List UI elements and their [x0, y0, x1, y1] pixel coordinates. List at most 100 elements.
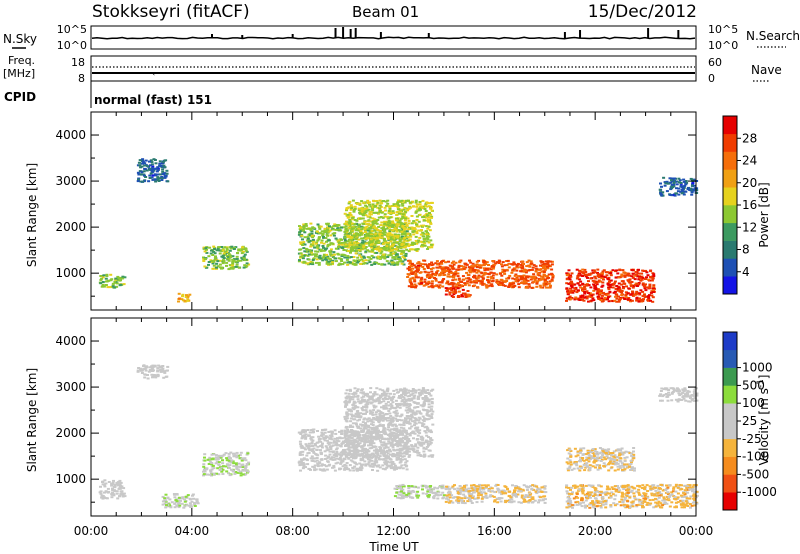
- echo-cell: [166, 365, 170, 368]
- echo-cell: [312, 447, 316, 450]
- echo-cell: [173, 496, 177, 499]
- echo-cell: [623, 274, 627, 277]
- echo-cell: [331, 444, 335, 447]
- echo-cell: [423, 278, 427, 281]
- echo-cell: [677, 193, 681, 196]
- echo-cell: [430, 215, 434, 218]
- echo-cell: [407, 199, 410, 202]
- echo-cell: [218, 259, 222, 262]
- echo-cell: [413, 286, 417, 289]
- echo-cell: [453, 290, 457, 292]
- echo-cell: [322, 236, 326, 239]
- echo-cell: [304, 437, 308, 440]
- echo-cell: [112, 493, 116, 496]
- echo-cell: [407, 226, 411, 229]
- echo-cell: [111, 489, 115, 492]
- echo-cell: [406, 395, 410, 398]
- echo-cell: [388, 457, 391, 460]
- echo-cell: [151, 167, 155, 169]
- echo-cell: [361, 239, 365, 242]
- echo-cell: [486, 272, 490, 275]
- echo-cell: [237, 266, 241, 269]
- echo-cell: [480, 275, 484, 278]
- echo-cell: [513, 268, 517, 271]
- echo-cell: [483, 269, 487, 272]
- echo-cell: [323, 436, 327, 439]
- echo-cell: [396, 258, 400, 260]
- echo-cell: [311, 259, 315, 261]
- echo-cell: [144, 168, 148, 171]
- echo-cell: [421, 438, 425, 441]
- echo-cell: [301, 429, 305, 432]
- echo-cell: [600, 275, 604, 278]
- echo-cell: [161, 369, 165, 372]
- echo-cell: [322, 253, 326, 256]
- echo-cell: [343, 241, 347, 244]
- echo-cell: [349, 208, 353, 211]
- echo-cell: [356, 434, 360, 437]
- echo-cell: [360, 241, 364, 244]
- echo-cell: [605, 274, 609, 277]
- echo-cell: [476, 276, 480, 279]
- echo-cell: [543, 262, 546, 265]
- echo-cell: [461, 292, 465, 295]
- echo-cell: [316, 246, 319, 249]
- echo-cell: [419, 229, 423, 232]
- echo-cell: [645, 286, 649, 289]
- echo-cell: [427, 280, 431, 283]
- echo-cell: [321, 256, 325, 259]
- echo-cell: [236, 259, 240, 262]
- echo-cell: [587, 295, 591, 298]
- echo-cell: [534, 276, 538, 279]
- echo-cell: [401, 429, 405, 432]
- echo-cell: [204, 247, 208, 250]
- echo-cell: [408, 234, 412, 237]
- echo-cell: [370, 229, 374, 232]
- echo-cell: [225, 261, 229, 264]
- echo-cell: [236, 454, 240, 457]
- echo-cell: [565, 282, 569, 285]
- echo-cell: [361, 421, 365, 424]
- echo-cell: [372, 431, 376, 433]
- echo-cell: [188, 497, 192, 500]
- echo-cell: [649, 299, 652, 302]
- echo-cell: [241, 250, 245, 253]
- echo-cell: [219, 456, 223, 459]
- echo-cell: [331, 261, 335, 264]
- echo-cell: [383, 427, 387, 430]
- echo-cell: [233, 472, 237, 475]
- echo-cell: [381, 216, 385, 219]
- echo-cell: [170, 501, 174, 504]
- echo-cell: [375, 261, 379, 264]
- echo-cell: [381, 417, 385, 420]
- echo-cell: [325, 240, 328, 243]
- echo-cell: [505, 268, 509, 271]
- echo-cell: [489, 268, 493, 271]
- echo-cell: [177, 506, 181, 509]
- echo-cell: [457, 264, 461, 267]
- echo-cell: [426, 233, 430, 236]
- echo-cell: [150, 161, 154, 164]
- echo-cell: [693, 184, 697, 187]
- echo-cell: [421, 225, 424, 228]
- echo-cell: [313, 464, 317, 467]
- echo-cell: [360, 258, 364, 261]
- echo-cell: [318, 236, 321, 239]
- echo-cell: [360, 237, 364, 240]
- echo-cell: [462, 265, 466, 268]
- echo-cell: [366, 199, 370, 202]
- echo-cell: [476, 266, 479, 269]
- echo-cell: [348, 232, 352, 234]
- echo-cell: [413, 243, 416, 245]
- echo-cell: [415, 250, 419, 252]
- echo-cell: [407, 391, 411, 394]
- echo-cell: [374, 461, 378, 464]
- echo-cell: [307, 452, 311, 454]
- echo-cell: [192, 497, 196, 500]
- echo-cell: [186, 299, 190, 302]
- echo-cell: [243, 253, 247, 256]
- y-tick-label: 4000: [55, 128, 86, 142]
- echo-cell: [466, 280, 470, 283]
- echo-cell: [369, 223, 373, 226]
- echo-cell: [202, 473, 206, 476]
